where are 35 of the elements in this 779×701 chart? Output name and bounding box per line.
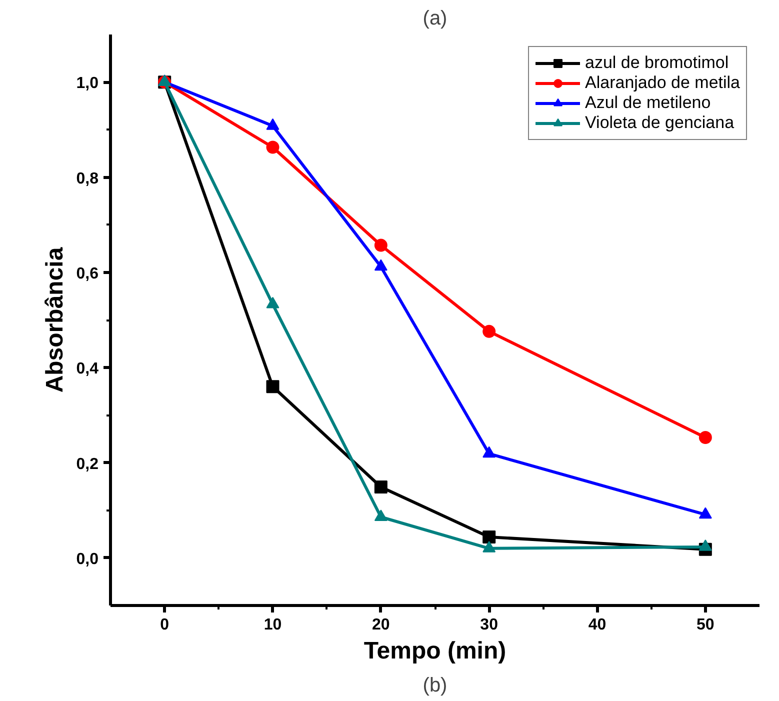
- point: [698, 431, 712, 444]
- point: [374, 480, 388, 494]
- y-tick-label: 0,4: [76, 360, 99, 378]
- legend-label: azul de bromotimol: [585, 53, 729, 73]
- point: [698, 540, 712, 551]
- x-tick-label: 0: [160, 616, 170, 634]
- point: [698, 507, 712, 519]
- point: [266, 140, 280, 154]
- x-tick-label: 50: [696, 616, 714, 634]
- x-tick-label: 30: [480, 616, 498, 634]
- point: [266, 380, 280, 394]
- point: [374, 510, 388, 521]
- point: [482, 324, 496, 338]
- chart-title: (a): [422, 8, 448, 30]
- point: [482, 446, 496, 458]
- legend-label: Alaranjado de metila: [585, 73, 740, 93]
- point: [266, 296, 280, 308]
- legend-label: Violeta de genciana: [585, 113, 734, 133]
- point: [482, 540, 496, 552]
- point: [374, 259, 388, 271]
- y-tick-label: 0,0: [76, 550, 99, 568]
- x-tick-label: 40: [588, 616, 606, 634]
- point: [482, 530, 496, 544]
- y-tick-label: 0,2: [76, 456, 99, 473]
- text: (b): [422, 674, 448, 696]
- y-tick-label: 1,0: [76, 75, 99, 92]
- x-tick-label: 20: [372, 616, 390, 634]
- point: [266, 118, 280, 130]
- y-tick-label: 0,8: [76, 170, 99, 188]
- y-axis-title: Absorbância: [41, 246, 68, 393]
- point: [374, 238, 388, 252]
- x-axis-title: Tempo (min): [364, 638, 506, 664]
- x-tick-label: 10: [264, 616, 282, 634]
- legend-label: Azul de metileno: [585, 93, 711, 113]
- y-tick-label: 0,6: [76, 265, 99, 282]
